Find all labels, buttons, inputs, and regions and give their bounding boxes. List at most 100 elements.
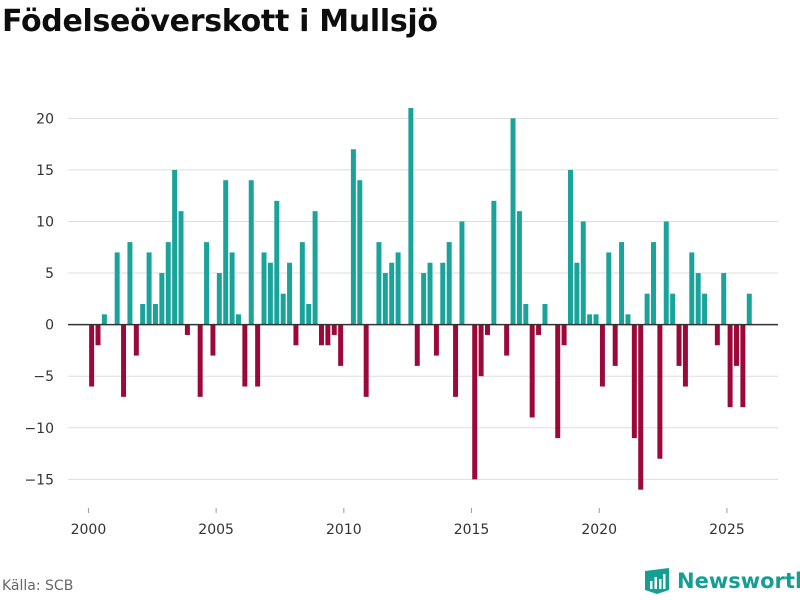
y-tick-label: 15 xyxy=(36,163,54,179)
bar xyxy=(140,304,146,325)
bar xyxy=(574,262,580,325)
bar xyxy=(485,324,490,335)
bar xyxy=(306,304,312,325)
y-tick-label: −15 xyxy=(24,472,54,488)
bar xyxy=(114,252,120,325)
bar xyxy=(510,118,516,325)
x-tick-label: 2010 xyxy=(326,522,362,538)
bar xyxy=(516,211,522,325)
bar xyxy=(542,304,548,325)
bar xyxy=(414,324,420,366)
bar xyxy=(293,324,299,346)
bar xyxy=(427,262,433,325)
bar xyxy=(299,242,305,325)
bar xyxy=(223,180,229,325)
bar xyxy=(689,252,695,325)
y-tick-label: 10 xyxy=(36,214,54,230)
bar xyxy=(255,324,261,387)
bar xyxy=(159,273,165,325)
bar xyxy=(325,324,331,346)
brand-name: Newsworthy xyxy=(677,569,800,593)
bar xyxy=(287,262,293,325)
bar xyxy=(242,324,248,387)
bar xyxy=(146,252,152,325)
bar xyxy=(638,324,644,490)
bar xyxy=(478,324,484,377)
source-label: Källa: SCB xyxy=(2,578,74,594)
x-tick-label: 2025 xyxy=(709,522,745,538)
bar xyxy=(695,273,701,325)
bar xyxy=(631,324,637,439)
bar xyxy=(599,324,605,387)
bar xyxy=(561,324,567,346)
bar xyxy=(433,324,439,356)
bar xyxy=(197,324,203,397)
bar xyxy=(318,324,324,346)
bar xyxy=(331,324,337,335)
bar xyxy=(248,180,254,325)
bar xyxy=(714,324,720,346)
bar xyxy=(472,324,478,480)
bar xyxy=(152,304,158,325)
bar xyxy=(555,324,561,439)
bar xyxy=(651,242,656,325)
y-tick-label: 20 xyxy=(36,111,54,127)
bar xyxy=(440,262,446,325)
y-tick-label: −10 xyxy=(24,421,54,437)
bar xyxy=(395,252,401,325)
bar xyxy=(267,262,273,325)
bar xyxy=(389,262,395,325)
bar xyxy=(95,324,101,346)
bar xyxy=(446,242,452,325)
bar xyxy=(121,324,127,397)
bar xyxy=(350,149,356,325)
bar xyxy=(593,314,599,325)
bar xyxy=(133,324,139,356)
x-tick-label: 2005 xyxy=(198,522,234,538)
y-tick-label: 0 xyxy=(45,318,54,334)
bar xyxy=(89,324,95,387)
bar xyxy=(229,252,235,325)
bar xyxy=(529,324,535,418)
bar xyxy=(702,293,708,325)
bar xyxy=(587,314,593,325)
bar xyxy=(727,324,733,408)
brand-logo: Newsworthy xyxy=(645,568,800,594)
x-axis-ticks: 2000 2005 2010 2015 2020 2025 xyxy=(71,508,745,538)
newsworthy-logo-icon xyxy=(645,568,669,594)
bar xyxy=(274,200,280,325)
bar xyxy=(568,169,573,325)
bar xyxy=(734,324,739,366)
bar xyxy=(536,324,542,335)
bar xyxy=(101,314,107,325)
bar xyxy=(165,242,171,325)
bar xyxy=(504,324,510,356)
bar xyxy=(523,304,529,325)
bar xyxy=(606,252,612,325)
bar xyxy=(178,211,184,325)
bar xyxy=(338,324,344,366)
x-tick-label: 2020 xyxy=(581,522,617,538)
bars xyxy=(89,108,752,490)
bar xyxy=(612,324,618,366)
bar xyxy=(746,293,752,325)
bar xyxy=(491,200,497,325)
bar xyxy=(216,273,222,325)
bar xyxy=(619,242,625,325)
bar xyxy=(357,180,363,325)
bar xyxy=(580,221,586,325)
x-tick-label: 2000 xyxy=(71,522,107,538)
bar xyxy=(184,324,190,335)
y-axis-ticks: 20 15 10 5 0 −5 −10 −15 xyxy=(24,111,54,488)
bar xyxy=(261,252,267,325)
bar xyxy=(376,242,382,325)
bar xyxy=(382,273,388,325)
bar xyxy=(625,314,631,325)
bar xyxy=(682,324,688,387)
bar xyxy=(644,293,650,325)
bar xyxy=(408,108,414,325)
bar xyxy=(204,242,210,325)
bar xyxy=(210,324,216,356)
bar xyxy=(172,169,178,325)
